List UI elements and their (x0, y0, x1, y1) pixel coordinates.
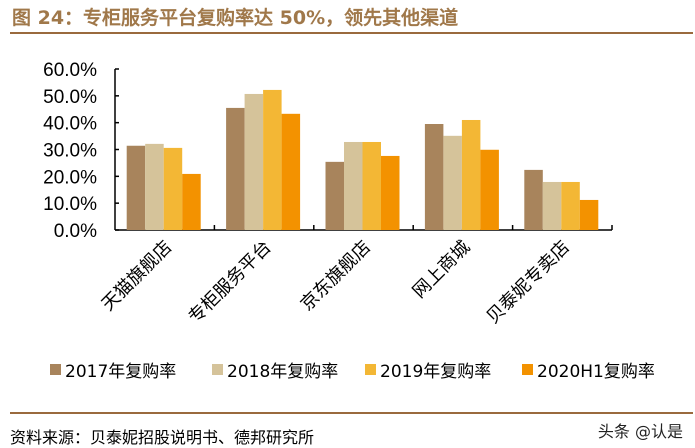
bar-1-3 (281, 113, 301, 230)
legend-swatch (365, 364, 376, 375)
legend-swatch (522, 364, 533, 375)
bar-0-2 (163, 147, 183, 230)
x-tick-label: 贝泰妮专卖店 (483, 237, 574, 328)
source-note: 资料来源：贝泰妮招股说明书、德邦研究所 (10, 428, 315, 447)
bar-3-2 (461, 119, 481, 230)
legend-label: 2018年复购率 (227, 362, 338, 382)
bar-3-1 (443, 135, 462, 230)
y-tick-label: 60.0% (43, 60, 97, 81)
legend-label: 2017年复购率 (65, 362, 176, 382)
y-tick-label: 20.0% (43, 167, 97, 188)
bar-4-3 (579, 199, 599, 230)
figure-title: 图 24：专柜服务平台复购率达 50%，领先其他渠道 (12, 7, 459, 29)
bar-1-2 (263, 89, 282, 231)
y-tick-label: 30.0% (43, 141, 97, 162)
bar-2-0 (325, 161, 344, 230)
watermark: 头条 @认是 (597, 422, 683, 441)
bar-2-1 (344, 141, 363, 230)
y-tick-label: 10.0% (43, 194, 97, 215)
bar-1-1 (244, 93, 264, 230)
x-tick-label: 京东旗舰店 (297, 237, 375, 315)
bar-2-2 (362, 141, 381, 230)
y-tick-label: 50.0% (43, 87, 97, 108)
bar-4-0 (524, 169, 543, 230)
legend-swatch (50, 364, 61, 375)
bar-chart: 0.0% 10.0% 20.0% 30.0% 40.0% 50.0% 60.0% 天猫旗舰店专… (43, 60, 655, 382)
legend-label: 2019年复购率 (380, 362, 491, 382)
legend-swatch (212, 364, 223, 375)
x-tick-label: 网上商城 (409, 237, 475, 303)
x-tick-label: 专柜服务平台 (184, 237, 275, 328)
bar-3-0 (424, 124, 444, 230)
bar-1-0 (226, 107, 245, 230)
x-tick-label: 天猫旗舰店 (98, 237, 176, 315)
bar-0-1 (145, 143, 164, 230)
bar-4-2 (561, 181, 580, 230)
bar-4-1 (542, 181, 562, 230)
title-divider (10, 32, 693, 34)
source-divider (10, 412, 693, 414)
y-tick-label: 40.0% (43, 114, 97, 135)
bar-3-3 (480, 149, 499, 230)
y-tick-label: 0.0% (54, 221, 97, 242)
bar-2-3 (381, 155, 400, 230)
bar-0-3 (182, 173, 201, 230)
legend-label: 2020H1复购率 (537, 362, 655, 382)
bar-0-0 (126, 145, 146, 230)
